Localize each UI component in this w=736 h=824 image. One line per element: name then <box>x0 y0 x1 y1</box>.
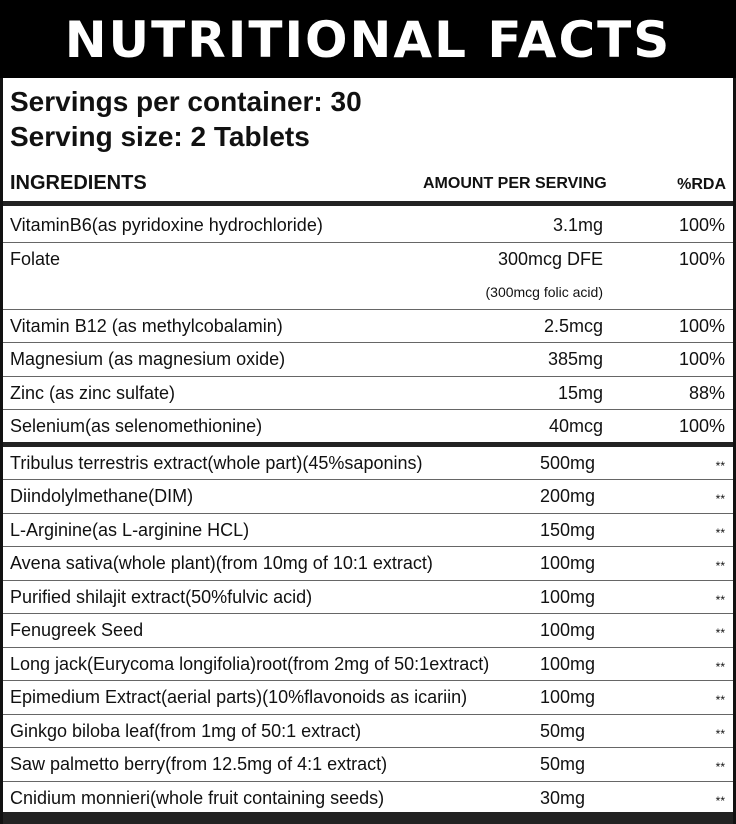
ingredient-rda: ** <box>715 760 725 774</box>
ingredient-rda: ** <box>715 793 725 808</box>
ingredient-amount: 150mg <box>540 519 596 540</box>
ingredient-rda: 100% <box>678 349 725 369</box>
ingredient-rda: ** <box>715 559 725 573</box>
ingredient-rda: ** <box>715 592 725 607</box>
ingredient-name: Vitamin B12 (as methylcobalamin) <box>10 315 283 336</box>
ingredient-amount: 100mg <box>540 687 596 707</box>
ingredient-row: Avena sativa(whole plant)(from 10mg of 1… <box>3 547 733 581</box>
header-divider <box>3 201 733 206</box>
ingredient-amount: 30mg <box>540 787 586 808</box>
ingredient-name: Long jack(Eurycoma longifolia)root(from … <box>10 653 490 674</box>
ingredient-name: Purified shilajit extract(50%fulvic acid… <box>10 586 313 607</box>
ingredient-amount: 385mg <box>547 349 603 369</box>
servings-per-container: Servings per container: 30 <box>10 86 362 117</box>
serving-size: Serving size: 2 Tablets <box>10 121 310 152</box>
ingredient-amount: 100mg <box>540 553 596 573</box>
ingredient-name: Magnesium (as magnesium oxide) <box>10 349 286 369</box>
ingredient-name: Fenugreek Seed <box>10 620 144 640</box>
ingredient-row: Selenium(as selenomethionine) 40mcg 100% <box>3 410 733 444</box>
ingredient-name: L-Arginine(as L-arginine HCL) <box>10 519 250 540</box>
ingredient-row: Purified shilajit extract(50%fulvic acid… <box>3 581 733 614</box>
ingredient-amount: 50mg <box>540 720 586 741</box>
ingredient-amount: 200mg <box>540 486 596 506</box>
ingredient-row: Zinc (as zinc sulfate) 15mg 88% <box>3 377 733 410</box>
ingredient-amount: 50mg <box>540 754 586 774</box>
ingredient-amount: 15mg <box>557 382 603 403</box>
ingredient-row: Cnidium monnieri(whole fruit containing … <box>3 782 733 816</box>
ingredient-row: Folate 300mcg DFE (300mcg folic acid) 100% <box>3 243 733 310</box>
ingredient-name: Epimedium Extract(aerial parts)(10%flavo… <box>10 687 468 707</box>
header-amount: AMOUNT PER SERVING <box>423 175 607 192</box>
ingredient-amount: 300mcg DFE <box>497 248 603 269</box>
ingredient-rda: ** <box>715 693 725 707</box>
ingredient-rda: 100% <box>678 315 725 336</box>
ingredient-amount: 3.1mg <box>552 215 603 235</box>
ingredient-name: Saw palmetto berry(from 12.5mg of 4:1 ex… <box>10 754 388 774</box>
ingredient-row: Long jack(Eurycoma longifolia)root(from … <box>3 648 733 681</box>
ingredient-amount: 500mg <box>540 452 596 473</box>
ingredient-row: Saw palmetto berry(from 12.5mg of 4:1 ex… <box>3 748 733 782</box>
ingredient-amount: 100mg <box>540 653 596 674</box>
ingredient-row: L-Arginine(as L-arginine HCL) 150mg ** <box>3 514 733 547</box>
ingredient-amount: 40mcg <box>548 416 603 436</box>
ingredient-name: Ginkgo biloba leaf(from 1mg of 50:1 extr… <box>10 720 362 741</box>
ingredient-row: Fenugreek Seed 100mg ** <box>3 614 733 648</box>
ingredient-name: Avena sativa(whole plant)(from 10mg of 1… <box>10 553 433 573</box>
ingredient-name: Diindolylmethane(DIM) <box>10 486 194 506</box>
ingredient-row: Diindolylmethane(DIM) 200mg ** <box>3 480 733 514</box>
ingredient-amount: 100mg <box>540 620 596 640</box>
ingredient-name: Zinc (as zinc sulfate) <box>10 382 176 403</box>
ingredient-rda: ** <box>715 659 725 674</box>
label-title: NUTRITIONAL FACTS <box>0 0 736 78</box>
ingredient-row: Magnesium (as magnesium oxide) 385mg 100% <box>3 343 733 377</box>
section-divider <box>3 441 733 447</box>
ingredient-rda: ** <box>715 458 725 473</box>
header-ingredients: INGREDIENTS <box>10 172 147 194</box>
ingredient-rda: ** <box>715 626 725 640</box>
ingredient-row: Epimedium Extract(aerial parts)(10%flavo… <box>3 681 733 715</box>
bottom-bar <box>3 812 733 824</box>
ingredient-rda: ** <box>715 726 725 741</box>
ingredient-name: VitaminB6(as pyridoxine hydrochloride) <box>10 215 323 235</box>
ingredient-name: Selenium(as selenomethionine) <box>10 416 263 436</box>
ingredient-rda: 88% <box>688 382 725 403</box>
ingredient-row: Ginkgo biloba leaf(from 1mg of 50:1 extr… <box>3 715 733 748</box>
ingredient-name: Tribulus terrestris extract(whole part)(… <box>10 452 423 473</box>
ingredient-amount: 2.5mcg <box>543 315 603 336</box>
ingredient-name: Folate <box>10 248 61 269</box>
ingredient-rda: 100% <box>678 248 725 269</box>
ingredient-rda: 100% <box>678 416 725 436</box>
ingredient-rda: 100% <box>678 215 725 235</box>
ingredient-note: (300mcg folic acid) <box>485 283 604 300</box>
ingredient-rda: ** <box>715 525 725 540</box>
header-rda: %RDA <box>677 176 726 193</box>
ingredient-rda: ** <box>715 492 725 506</box>
ingredient-row: Tribulus terrestris extract(whole part)(… <box>3 447 733 480</box>
ingredient-amount: 100mg <box>540 586 596 607</box>
ingredient-row: VitaminB6(as pyridoxine hydrochloride) 3.… <box>3 209 733 243</box>
ingredient-name: Cnidium monnieri(whole fruit containing … <box>10 787 385 808</box>
ingredient-row: Vitamin B12 (as methylcobalamin) 2.5mcg 10… <box>3 310 733 343</box>
